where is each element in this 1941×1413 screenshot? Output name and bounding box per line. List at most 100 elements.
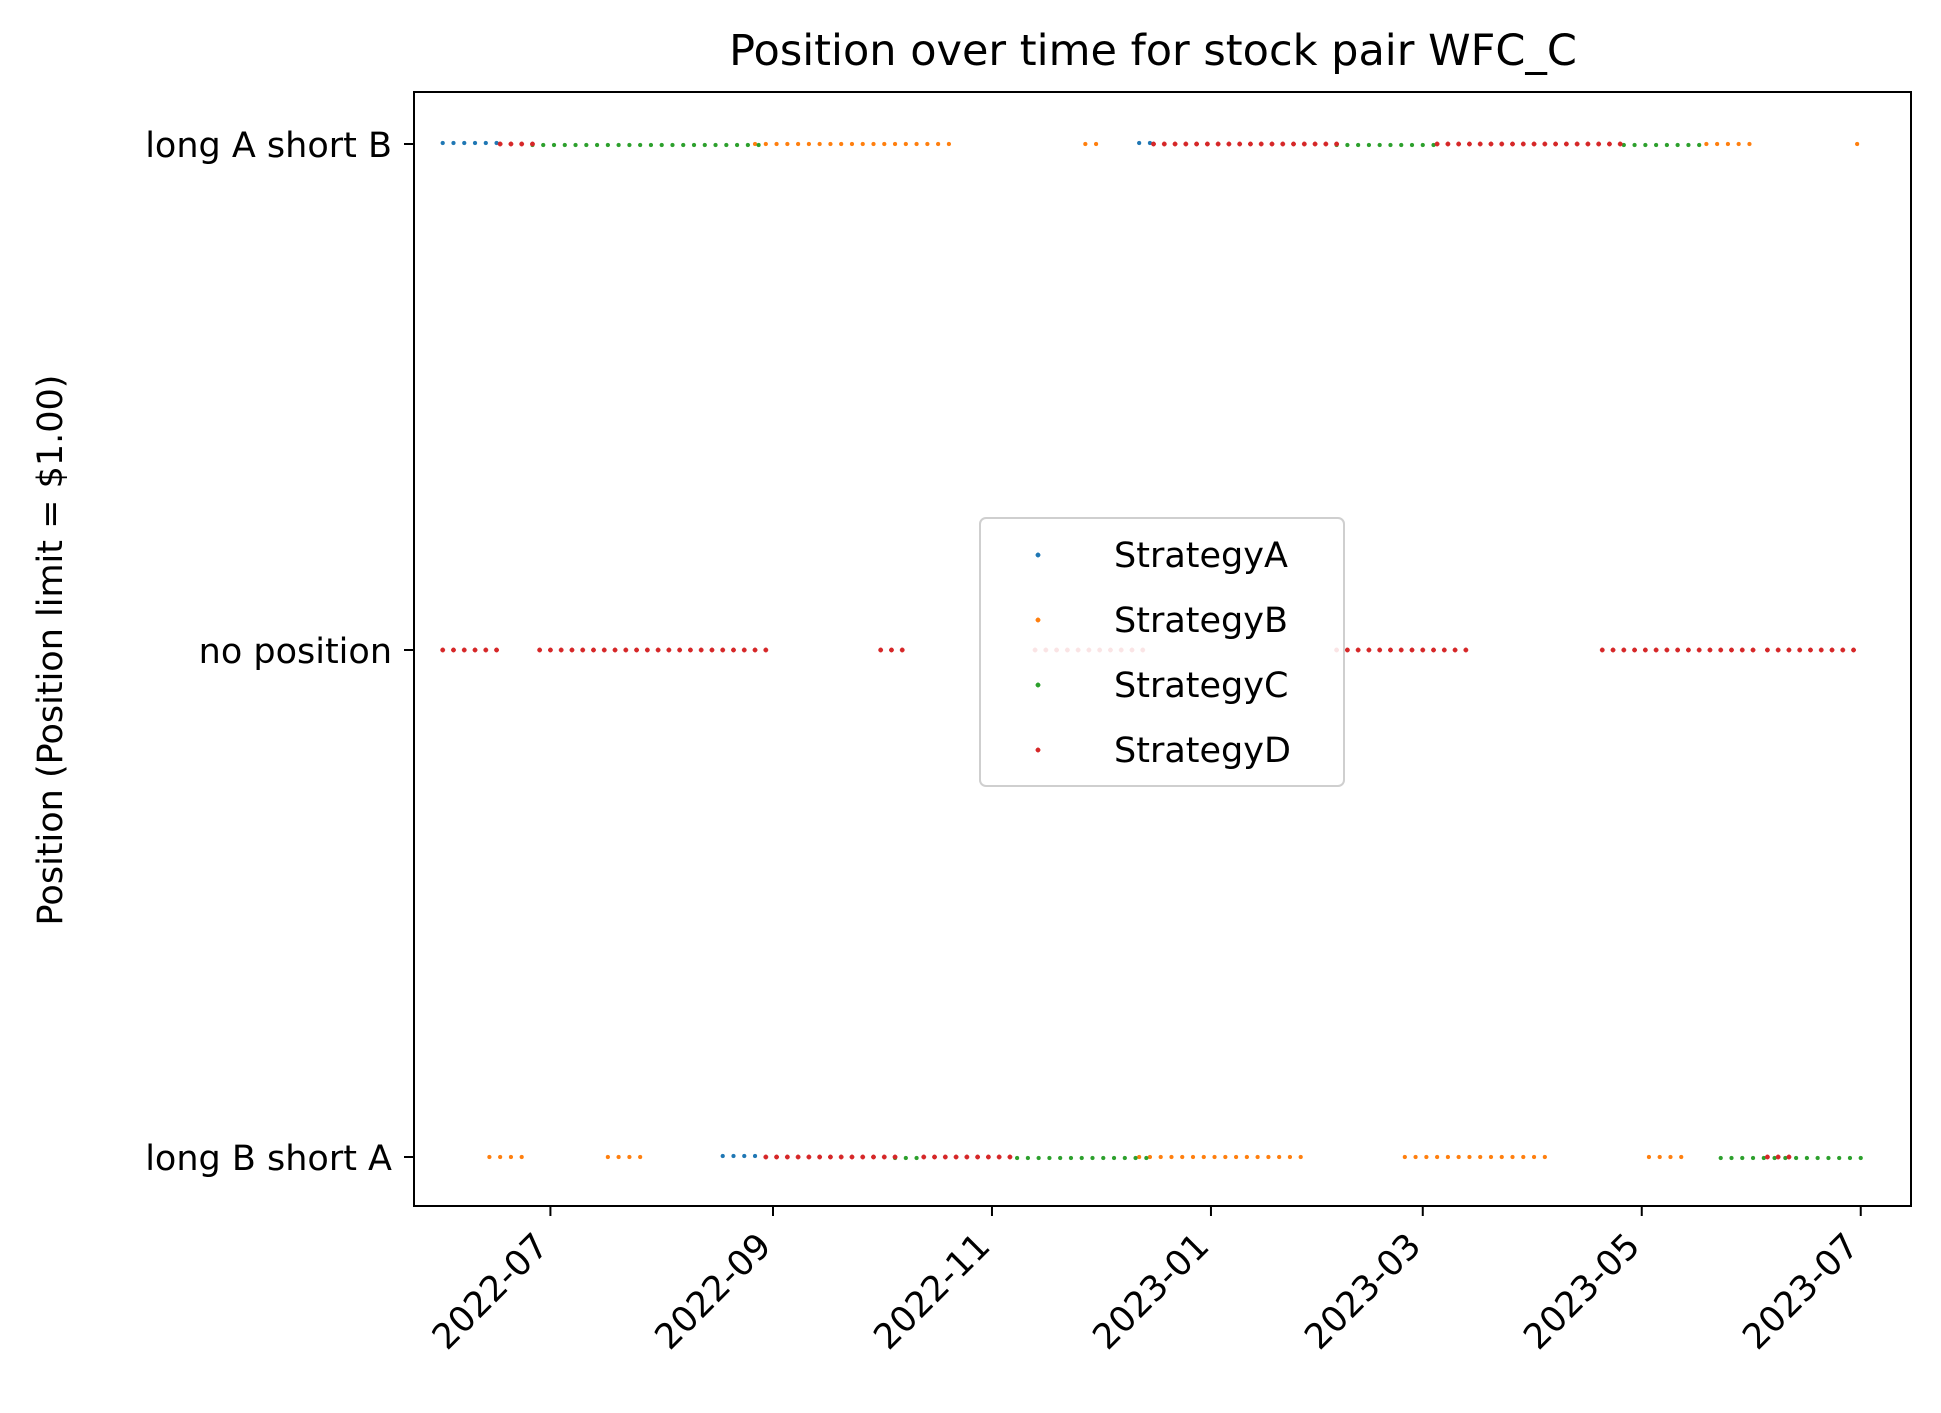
data-point bbox=[1621, 647, 1627, 653]
data-point bbox=[541, 142, 546, 148]
data-point bbox=[1851, 647, 1857, 653]
y-axis-label: Position (Position limit = $1.00) bbox=[31, 375, 71, 926]
data-point bbox=[1815, 1155, 1820, 1161]
data-point bbox=[838, 1154, 844, 1160]
data-point bbox=[1643, 142, 1648, 148]
data-point bbox=[616, 142, 621, 148]
data-point bbox=[899, 647, 905, 653]
data-point bbox=[1740, 1155, 1745, 1161]
data-point bbox=[1786, 647, 1792, 653]
data-point bbox=[1714, 141, 1720, 147]
data-point bbox=[691, 142, 697, 148]
data-point bbox=[1445, 1154, 1451, 1160]
data-point bbox=[1657, 1154, 1662, 1160]
data-point bbox=[612, 647, 618, 653]
data-point bbox=[1226, 141, 1232, 147]
data-point bbox=[666, 647, 672, 653]
data-point bbox=[1696, 647, 1702, 653]
data-point bbox=[605, 142, 611, 148]
data-point bbox=[591, 647, 596, 653]
data-point bbox=[1183, 141, 1189, 147]
data-point bbox=[1499, 141, 1505, 147]
legend-marker bbox=[1035, 617, 1041, 623]
data-point bbox=[892, 1154, 898, 1160]
data-point bbox=[892, 141, 898, 147]
data-point bbox=[1255, 1154, 1260, 1160]
data-point bbox=[594, 142, 600, 148]
data-point bbox=[1258, 141, 1264, 147]
data-point bbox=[461, 647, 467, 653]
data-point bbox=[648, 142, 654, 148]
data-point bbox=[1144, 1155, 1149, 1161]
data-point bbox=[953, 1154, 959, 1160]
data-point bbox=[519, 1154, 524, 1160]
data-point bbox=[487, 1154, 492, 1160]
data-point bbox=[519, 141, 525, 147]
data-point bbox=[494, 647, 500, 653]
data-point bbox=[1269, 141, 1275, 147]
data-point bbox=[1151, 141, 1156, 147]
data-point bbox=[1797, 647, 1803, 653]
data-point bbox=[741, 647, 747, 653]
data-point bbox=[655, 647, 661, 653]
legend-box bbox=[979, 517, 1345, 787]
data-point bbox=[1456, 141, 1462, 147]
data-point bbox=[1161, 141, 1167, 147]
data-point bbox=[1858, 1155, 1863, 1161]
data-point bbox=[1488, 141, 1494, 147]
data-point bbox=[1025, 1155, 1031, 1161]
data-point bbox=[1499, 1154, 1504, 1160]
data-point bbox=[1312, 141, 1318, 147]
data-point bbox=[1093, 141, 1099, 147]
data-point bbox=[1441, 647, 1447, 653]
data-point bbox=[878, 647, 884, 653]
legend-marker bbox=[1035, 747, 1041, 753]
data-point bbox=[627, 1154, 632, 1160]
data-point bbox=[795, 141, 801, 147]
data-point bbox=[601, 647, 607, 653]
data-point bbox=[1718, 1155, 1723, 1161]
data-point bbox=[849, 141, 855, 147]
data-point bbox=[1137, 1154, 1142, 1160]
data-point bbox=[1675, 647, 1681, 653]
data-point bbox=[1632, 142, 1637, 148]
data-point bbox=[1653, 142, 1659, 148]
data-point bbox=[1739, 647, 1745, 653]
data-point bbox=[817, 1154, 823, 1160]
data-point bbox=[483, 140, 488, 146]
data-point bbox=[1747, 141, 1752, 147]
data-point bbox=[1409, 142, 1415, 148]
data-point bbox=[580, 647, 586, 653]
data-point bbox=[1068, 1155, 1074, 1161]
data-point bbox=[1344, 647, 1350, 653]
data-point bbox=[451, 140, 456, 146]
data-point bbox=[1266, 1154, 1271, 1160]
data-point bbox=[1301, 141, 1307, 147]
data-point bbox=[1399, 142, 1404, 148]
data-point bbox=[1334, 141, 1340, 147]
data-point bbox=[1287, 1154, 1293, 1160]
data-point bbox=[508, 141, 514, 147]
data-point bbox=[638, 1154, 643, 1160]
data-point bbox=[1793, 1155, 1799, 1161]
data-point bbox=[1478, 1154, 1483, 1160]
data-point bbox=[1190, 1154, 1196, 1160]
data-point bbox=[681, 142, 686, 148]
data-point bbox=[903, 141, 908, 147]
data-point bbox=[440, 647, 446, 653]
data-point bbox=[709, 647, 715, 653]
data-point bbox=[569, 647, 575, 653]
data-point bbox=[1445, 141, 1451, 147]
data-point bbox=[1855, 141, 1860, 147]
data-point bbox=[1323, 141, 1329, 147]
data-point bbox=[1215, 141, 1221, 147]
data-point bbox=[1642, 647, 1648, 653]
data-point bbox=[1007, 1154, 1013, 1160]
data-point bbox=[1298, 1154, 1303, 1160]
data-point bbox=[1237, 141, 1243, 147]
data-point bbox=[605, 1154, 611, 1160]
data-point bbox=[763, 141, 768, 147]
data-point bbox=[698, 647, 704, 653]
data-point bbox=[1750, 1155, 1756, 1161]
